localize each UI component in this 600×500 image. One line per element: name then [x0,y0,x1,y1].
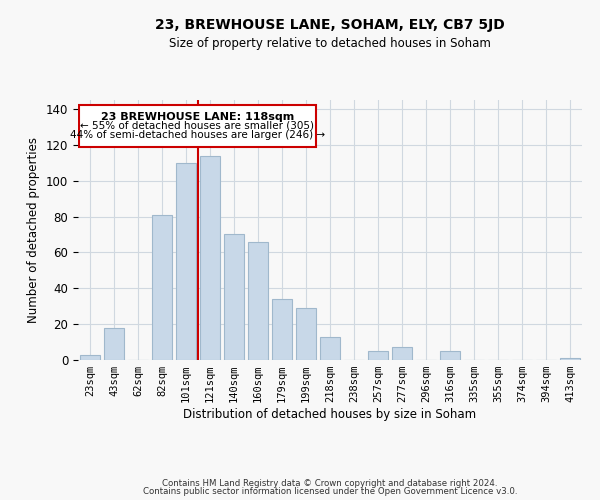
Bar [80,354,100,360]
Bar [200,156,220,360]
Text: Contains HM Land Registry data © Crown copyright and database right 2024.: Contains HM Land Registry data © Crown c… [162,478,498,488]
Text: Contains public sector information licensed under the Open Government Licence v3: Contains public sector information licen… [143,487,517,496]
Bar [79,106,316,146]
Bar [104,328,124,360]
Text: Size of property relative to detached houses in Soham: Size of property relative to detached ho… [169,38,491,51]
Bar [176,163,196,360]
Bar [296,308,316,360]
Bar [248,242,268,360]
Bar [320,336,340,360]
Bar [224,234,244,360]
Bar [392,348,412,360]
Text: 23, BREWHOUSE LANE, SOHAM, ELY, CB7 5JD: 23, BREWHOUSE LANE, SOHAM, ELY, CB7 5JD [155,18,505,32]
Text: 44% of semi-detached houses are larger (246) →: 44% of semi-detached houses are larger (… [70,130,325,140]
X-axis label: Distribution of detached houses by size in Soham: Distribution of detached houses by size … [184,408,476,421]
Bar [368,351,388,360]
Text: 23 BREWHOUSE LANE: 118sqm: 23 BREWHOUSE LANE: 118sqm [101,112,294,122]
Bar [272,299,292,360]
Y-axis label: Number of detached properties: Number of detached properties [28,137,40,323]
Text: ← 55% of detached houses are smaller (305): ← 55% of detached houses are smaller (30… [80,120,314,130]
Bar [440,351,460,360]
Bar [152,215,172,360]
Bar [560,358,580,360]
